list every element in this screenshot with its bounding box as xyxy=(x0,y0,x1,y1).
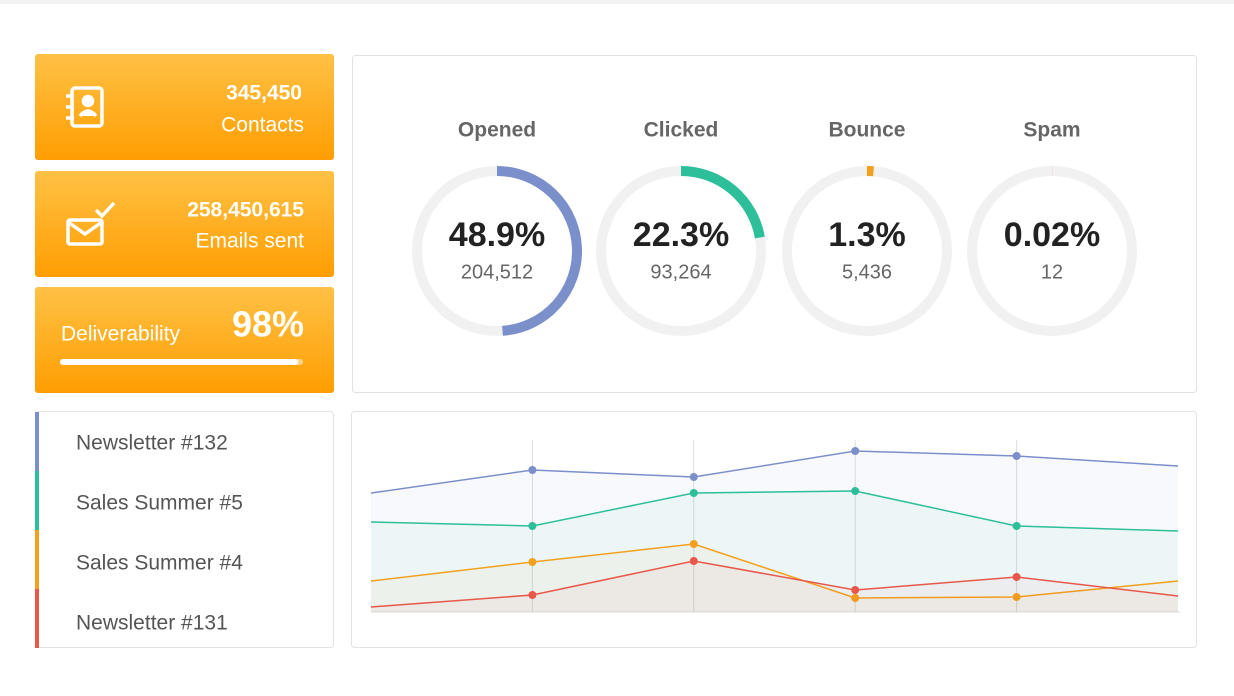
legend-swatch xyxy=(35,471,39,530)
series-line xyxy=(370,560,1179,608)
deliverability-card xyxy=(35,287,334,393)
ring-title: Opened xyxy=(458,119,536,142)
legend-swatch xyxy=(35,589,39,648)
ring-title: Bounce xyxy=(828,119,905,142)
ring-arc xyxy=(680,166,765,239)
series-point xyxy=(689,540,698,548)
ring-percent: 1.3% xyxy=(828,216,906,254)
card-label: Contacts xyxy=(221,114,304,137)
ring-count: 93,264 xyxy=(650,261,711,283)
series-point xyxy=(689,557,698,565)
series-point xyxy=(1012,522,1021,530)
series-point xyxy=(528,522,537,530)
series-point xyxy=(1012,573,1021,581)
series-line xyxy=(370,490,1179,532)
deliverability-value: 98% xyxy=(232,304,304,345)
series-point xyxy=(528,591,537,599)
series-point xyxy=(689,489,698,497)
top-bar xyxy=(0,0,1234,4)
series-area xyxy=(371,451,1178,612)
rings-panel xyxy=(352,55,1197,393)
series-area xyxy=(371,491,1178,612)
series-line xyxy=(370,543,1179,599)
series-point xyxy=(851,487,860,495)
legend-label: Sales Summer #4 xyxy=(76,552,243,575)
card-value: 258,450,615 xyxy=(187,199,304,222)
series-line xyxy=(370,450,1179,494)
series-point xyxy=(851,594,860,602)
series-point xyxy=(689,473,698,481)
legend-label: Newsletter #131 xyxy=(76,612,228,635)
card-label: Emails sent xyxy=(195,230,304,253)
series-point xyxy=(1012,452,1021,460)
contacts-card xyxy=(35,54,334,160)
ring-arc xyxy=(496,166,582,336)
progress-fill xyxy=(60,359,299,365)
series-area xyxy=(371,561,1178,612)
card-value: 345,450 xyxy=(226,82,302,105)
series-point xyxy=(528,558,537,566)
ring-title: Spam xyxy=(1023,119,1080,142)
ring-percent: 22.3% xyxy=(633,216,729,254)
series-point xyxy=(851,447,860,455)
deliverability-label: Deliverability xyxy=(61,323,181,346)
contacts-icon xyxy=(66,86,104,128)
legend-swatch xyxy=(35,412,39,471)
ring-count: 12 xyxy=(1041,261,1063,283)
ring-percent: 48.9% xyxy=(449,216,545,254)
ring-percent: 0.02% xyxy=(1004,216,1100,254)
ring-count: 204,512 xyxy=(461,261,533,283)
ring-title: Clicked xyxy=(644,119,719,142)
series-point xyxy=(1012,593,1021,601)
email-icon xyxy=(66,201,116,246)
emails-card xyxy=(35,171,334,277)
legend-swatch xyxy=(35,530,39,589)
legend-label: Newsletter #132 xyxy=(76,432,228,455)
series-point xyxy=(528,466,537,474)
series-area xyxy=(371,544,1178,612)
ring-count: 5,436 xyxy=(842,261,892,283)
legend-label: Sales Summer #5 xyxy=(76,492,243,515)
series-point xyxy=(851,586,860,594)
